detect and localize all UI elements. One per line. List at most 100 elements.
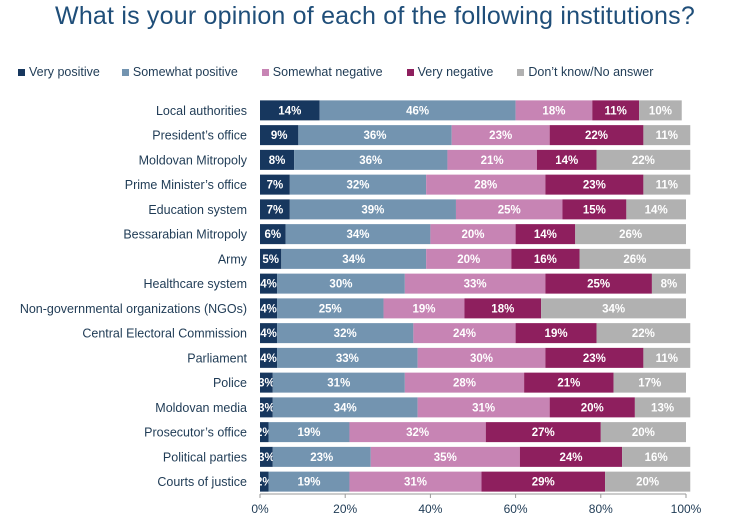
x-tick-label: 80% (589, 502, 613, 516)
bar-segment (451, 125, 550, 146)
data-label: 11% (605, 105, 627, 117)
legend-item-very-negative: Very negative (406, 65, 494, 79)
x-tick-label: 20% (333, 502, 357, 516)
bar-segment (524, 372, 614, 393)
data-label: 23% (583, 353, 606, 365)
bar-segment (285, 224, 431, 245)
category-label: Army (218, 252, 248, 266)
legend-swatch-dont-know (517, 68, 525, 76)
bar-segment (260, 471, 269, 492)
bar-segment (481, 471, 606, 492)
bar-segment (260, 273, 278, 294)
bar-segment (545, 347, 644, 368)
legend-swatch-very-negative (406, 68, 414, 76)
bar-segment (260, 446, 273, 467)
bar-segment (260, 149, 295, 170)
data-label: 20% (457, 254, 480, 266)
data-label: 16% (645, 452, 668, 464)
data-label: 46% (406, 105, 429, 117)
data-label: 19% (297, 427, 320, 439)
data-label: 34% (602, 303, 625, 315)
bar-segment (545, 174, 644, 195)
legend-swatch-very-positive (18, 68, 25, 76)
data-label: 18% (542, 105, 565, 117)
data-label: 7% (267, 180, 284, 192)
data-label: 39% (361, 204, 384, 216)
data-label: 25% (319, 303, 342, 315)
bar-segment (622, 446, 691, 467)
data-label: 2% (256, 477, 273, 489)
bar-segment (404, 273, 546, 294)
data-label: 20% (461, 229, 484, 241)
data-label: 19% (297, 477, 320, 489)
category-label: Central Electoral Commission (82, 327, 247, 341)
data-label: 8% (269, 155, 286, 167)
legend-item-somewhat-positive: Somewhat positive (121, 65, 238, 79)
bar-segment (349, 422, 486, 443)
bar-segment (272, 397, 418, 418)
data-label: 28% (453, 378, 476, 390)
data-label: 35% (434, 452, 457, 464)
category-label: Bessarabian Mitropoly (123, 228, 247, 242)
data-label: 17% (638, 378, 661, 390)
bar-segment (639, 100, 682, 121)
bar-segment (515, 323, 597, 344)
bar-segment (260, 174, 290, 195)
category-label: Political parties (163, 450, 247, 464)
data-label: 33% (336, 353, 359, 365)
data-label: 20% (636, 477, 659, 489)
bar-segment (651, 273, 686, 294)
bar-segment (464, 298, 542, 319)
category-label: Moldovan media (155, 401, 247, 415)
bar-segment (349, 471, 482, 492)
data-label: 24% (559, 452, 582, 464)
category-label: Moldovan Mitropoly (139, 153, 248, 167)
data-label: 32% (334, 328, 357, 340)
data-label: 31% (327, 378, 350, 390)
data-label: 34% (334, 402, 357, 414)
data-label: 11% (656, 130, 678, 142)
data-label: 5% (262, 254, 279, 266)
data-label: 21% (481, 155, 504, 167)
bar-segment (260, 347, 278, 368)
bar-segment (260, 422, 269, 443)
data-label: 13% (651, 402, 674, 414)
legend: Very positive Somewhat positive Somewhat… (18, 64, 677, 80)
data-label: 15% (583, 204, 606, 216)
data-label: 25% (498, 204, 521, 216)
chart-title: What is your opinion of each of the foll… (55, 2, 695, 30)
data-label: 3% (258, 402, 275, 414)
bar-segment (260, 397, 273, 418)
data-label: 4% (260, 279, 277, 291)
bar-segment (643, 174, 691, 195)
data-label: 28% (474, 180, 497, 192)
bar-segment (626, 199, 686, 220)
data-label: 23% (583, 180, 606, 192)
data-label: 14% (645, 204, 668, 216)
bar-segment (455, 199, 563, 220)
bar-segment (260, 125, 299, 146)
bar-segment (600, 422, 686, 443)
data-label: 20% (581, 402, 604, 414)
bar-segment (596, 149, 691, 170)
legend-label-somewhat-negative: Somewhat negative (272, 65, 383, 79)
bar-segment (281, 248, 427, 269)
data-label: 14% (555, 155, 578, 167)
bar-segment (319, 100, 516, 121)
data-label: 30% (329, 279, 352, 291)
bar-segment (260, 224, 286, 245)
data-label: 24% (453, 328, 476, 340)
data-label: 34% (342, 254, 365, 266)
data-label: 29% (532, 477, 555, 489)
legend-label-very-negative: Very negative (417, 65, 494, 79)
data-label: 26% (619, 229, 642, 241)
bar-segment (417, 347, 546, 368)
bar-segment (268, 471, 350, 492)
bar-segment (277, 347, 418, 368)
bar-segment (643, 125, 691, 146)
bar-segment (515, 100, 593, 121)
bar-segment (549, 125, 644, 146)
data-label: 34% (346, 229, 369, 241)
data-label: 7% (267, 204, 284, 216)
data-label: 19% (412, 303, 435, 315)
